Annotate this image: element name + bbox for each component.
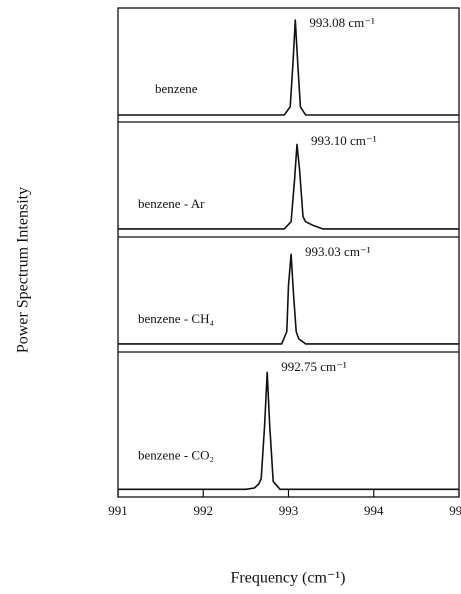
- panel-label: benzene: [155, 81, 198, 96]
- peak-annotation: 992.75 cm⁻¹: [281, 359, 347, 374]
- spectrum-line: [118, 253, 459, 345]
- x-tick-label: 991: [108, 503, 128, 518]
- x-tick-label: 995: [449, 503, 461, 518]
- x-tick-label: 992: [194, 503, 214, 518]
- spectrum-line: [118, 143, 459, 230]
- x-axis-label: Frequency (cm⁻¹): [231, 570, 346, 587]
- peak-annotation: 993.03 cm⁻¹: [305, 244, 371, 259]
- x-tick-label: 993: [279, 503, 299, 518]
- spectrum-line: [118, 371, 459, 491]
- peak-annotation: 993.08 cm⁻¹: [309, 15, 375, 30]
- x-tick-label: 994: [364, 503, 384, 518]
- y-axis-label: Power Spectrum Intensity: [15, 187, 32, 353]
- spectrum-line: [118, 19, 459, 116]
- peak-annotation: 993.10 cm⁻¹: [311, 133, 377, 148]
- panel-label: benzene - CH₄: [138, 311, 214, 326]
- panel-label: benzene - Ar: [138, 196, 205, 211]
- panel-label: benzene - CO₂: [138, 447, 214, 462]
